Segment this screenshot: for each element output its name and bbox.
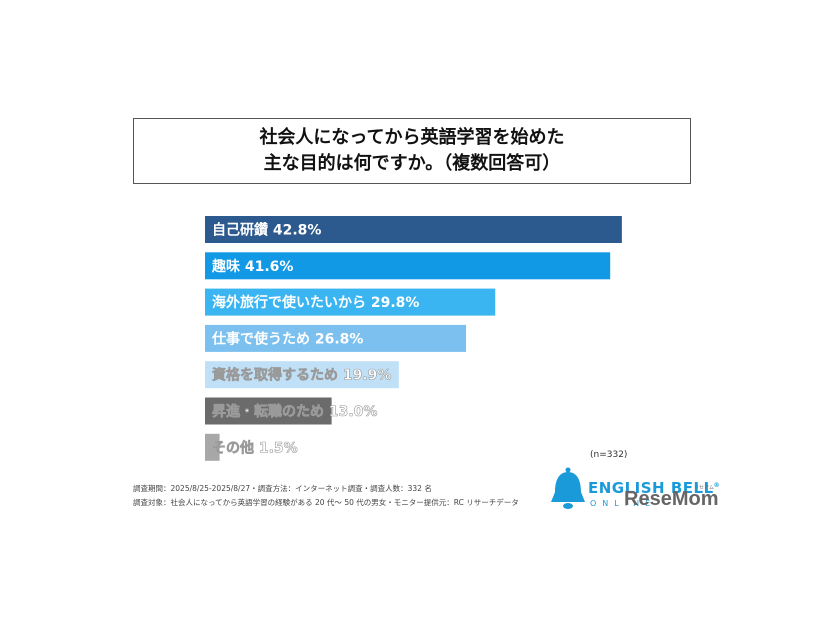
chart-title-box: 社会人になってから英語学習を始めた 主な目的は何ですか。（複数回答可）: [133, 118, 691, 184]
bar-7: [205, 433, 220, 461]
bar-label-3: 海外旅行で使いたいから 29.8%: [212, 294, 419, 311]
footnote-survey-target: 調査対象：社会人になってから英語学習の経験がある 20 代～ 50 代の男女・モ…: [133, 498, 519, 507]
bar-1: [205, 216, 622, 243]
resemom-watermark-sub: リセマム: [694, 485, 715, 491]
chart-title-line1: 社会人になってから英語学習を始めた: [259, 127, 565, 148]
bar-5: [205, 361, 399, 389]
logo-sub-text: ONLINE: [590, 499, 657, 508]
bar-label-2: 趣味 41.6%: [211, 258, 293, 275]
bar-label-1: 自己研鑽 42.8%: [212, 222, 321, 239]
bell-icon: [551, 467, 585, 509]
logo-brand-text: ENGLISH BELL®: [588, 479, 721, 497]
chart-title-line2: 主な目的は何ですか。（複数回答可）: [263, 153, 561, 174]
bar-label-6: 昇進・転職のため 13.0%: [212, 403, 377, 420]
bar-3: [205, 288, 496, 316]
english-bell-logo: ENGLISH BELL® ONLINE: [548, 466, 723, 516]
bar-6: [205, 397, 332, 425]
bar-4: [205, 324, 467, 352]
sample-size-note: (n=332): [590, 450, 628, 460]
bar-label-4: 仕事で使うため 26.8%: [211, 330, 363, 347]
resemom-watermark: ReseMom: [624, 488, 719, 510]
bar-2: [205, 252, 611, 280]
footnote-survey-period: 調査期間：2025/8/25-2025/8/27・調査方法：インターネット調査・…: [133, 484, 432, 493]
bar-label-5: 資格を取得するため 19.9%: [212, 367, 391, 384]
bar-label-7: その他 1.5%: [212, 439, 298, 456]
